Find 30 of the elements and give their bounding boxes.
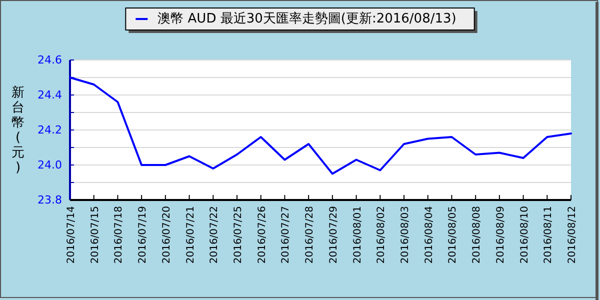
x-tick-label: 2016/07/19: [138, 206, 149, 264]
x-tick-label: 2016/08/12: [567, 206, 578, 264]
y-tick-label: 24.0: [38, 158, 62, 172]
y-axis-title: 新台幣(元): [12, 85, 24, 175]
x-tick-label: 2016/08/09: [495, 206, 506, 264]
x-tick-label: 2016/07/22: [209, 206, 220, 264]
x-tick-label: 2016/08/03: [400, 206, 411, 264]
x-tick-label: 2016/07/14: [66, 206, 77, 264]
x-tick-label: 2016/07/29: [328, 206, 340, 264]
x-tick-label: 2016/08/10: [519, 206, 530, 264]
x-tick-label: 2016/08/05: [448, 206, 459, 264]
y-tick-label: 24.6: [38, 54, 62, 66]
x-tick-label: 2016/08/02: [376, 206, 388, 264]
x-tick-label: 2016/07/18: [114, 206, 125, 264]
x-tick-label: 2016/08/04: [424, 206, 435, 264]
line-series: [69, 76, 572, 175]
x-tick-label: 2016/07/20: [161, 206, 172, 264]
y-tick-label: 24.4: [38, 88, 62, 102]
x-tick-label: 2016/08/08: [472, 206, 483, 264]
y-tick-label: 24.2: [38, 124, 62, 136]
y-tick-label: 23.8: [38, 194, 62, 206]
x-tick-label: 2016/07/26: [256, 206, 268, 264]
x-tick-label: 2016/08/11: [543, 206, 554, 264]
x-tick-label: 2016/07/15: [90, 206, 101, 264]
x-tick-label: 2016/07/28: [304, 206, 316, 264]
x-tick-label: 2016/07/25: [233, 206, 244, 264]
x-tick-label: 2016/07/27: [280, 206, 292, 264]
x-tick-label: 2016/07/21: [185, 206, 196, 264]
x-tick-label: 2016/08/01: [352, 206, 364, 264]
legend-label: 澳幣 AUD 最近30天匯率走勢圖(更新:2016/08/13): [158, 10, 456, 26]
